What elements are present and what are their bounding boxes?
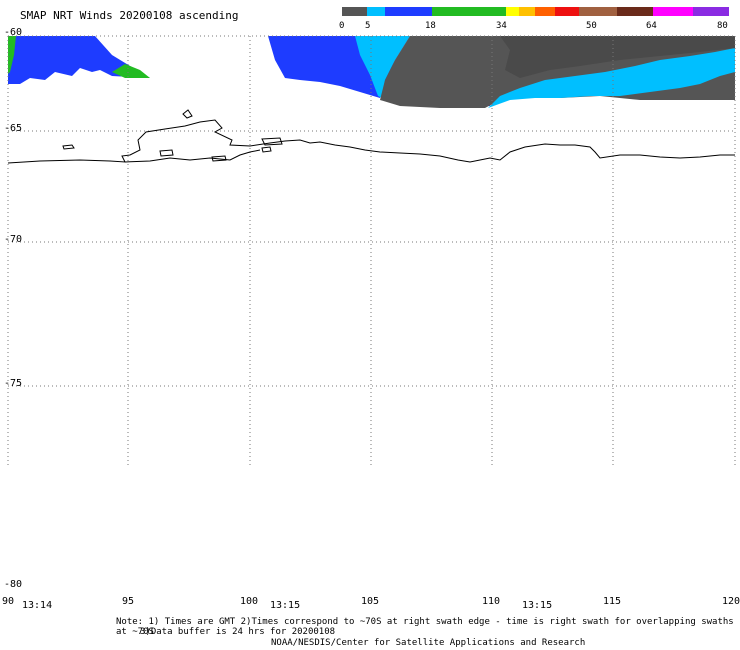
lat-lon-grid <box>7 35 736 465</box>
map-title: SMAP NRT Winds 20200108 ascending <box>20 9 239 22</box>
time-label-2: 13:15 <box>270 600 301 611</box>
lon-label-110: 110 <box>482 596 501 607</box>
colorbar-seg-1 <box>367 7 385 16</box>
colorbar-label-64: 64 <box>646 21 657 31</box>
colorbar-label-5: 5 <box>365 21 371 31</box>
colorbar <box>342 7 729 16</box>
lon-label-115: 115 <box>603 596 622 607</box>
note-line-1: Note: 1) Times are GMT 2)Times correspon… <box>116 617 734 637</box>
swath-left-green-2 <box>112 64 150 78</box>
island-3 <box>159 149 174 157</box>
lat-label-65: -65 <box>4 123 23 134</box>
note-line-2: 3)Data buffer is 24 hrs for 20200108 <box>140 627 336 637</box>
lat-label-70: -70 <box>4 234 23 245</box>
lon-label-100: 100 <box>240 596 259 607</box>
colorbar-seg-7 <box>555 7 579 16</box>
colorbar-label-50: 50 <box>586 21 597 31</box>
wind-swaths <box>8 36 735 108</box>
colorbar-seg-4 <box>506 7 519 16</box>
coastline-main <box>7 119 735 164</box>
island-1 <box>62 144 75 150</box>
colorbar-label-0: 0 <box>339 21 345 31</box>
swath-center-cyan <box>355 36 410 98</box>
coastline-bay <box>124 149 261 163</box>
island-6 <box>211 155 227 162</box>
lon-label-120: 120 <box>722 596 740 607</box>
note-line-3: NOAA/NESDIS/Center for Satellite Applica… <box>271 638 586 648</box>
colorbar-seg-6 <box>535 7 555 16</box>
lat-label-75: -75 <box>4 378 23 389</box>
lon-label-95: 95 <box>122 596 135 607</box>
time-label-3: 13:15 <box>522 600 553 611</box>
colorbar-label-34: 34 <box>496 21 507 31</box>
colorbar-seg-11 <box>693 7 729 16</box>
colorbar-label-80: 80 <box>717 21 728 31</box>
lat-label-80: -80 <box>4 579 23 590</box>
swath-right-grey-top <box>500 36 735 78</box>
lat-label-60: -60 <box>4 27 23 38</box>
colorbar-seg-10 <box>653 7 693 16</box>
colorbar-seg-3 <box>432 7 506 16</box>
antarctic-coastline <box>7 109 735 164</box>
colorbar-label-18: 18 <box>425 21 436 31</box>
island-4 <box>261 137 283 146</box>
lon-label-105: 105 <box>361 596 380 607</box>
swath-right-cyan <box>488 48 735 108</box>
lon-label-90: 90 <box>2 596 15 607</box>
colorbar-seg-8 <box>579 7 617 16</box>
island-5 <box>261 146 272 153</box>
colorbar-seg-5 <box>519 7 535 16</box>
colorbar-seg-9 <box>617 7 653 16</box>
time-label-1: 13:14 <box>22 600 53 611</box>
colorbar-seg-0 <box>342 7 367 16</box>
swath-left-green <box>8 36 16 74</box>
island-2 <box>182 109 193 119</box>
colorbar-seg-2 <box>385 7 432 16</box>
